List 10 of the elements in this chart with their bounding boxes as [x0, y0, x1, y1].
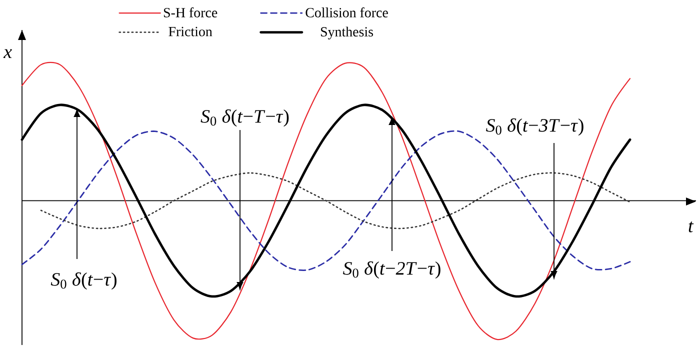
annotation: S$_{0}$ δ(t−τ)	[50, 272, 116, 290]
legend-label: Collision force	[306, 7, 388, 18]
x-axis-title: t	[688, 221, 694, 232]
legend-label: Synthesis	[320, 26, 374, 40]
legend-label: S-H force	[164, 7, 218, 18]
text: S$_{0}$ δ(t−T−τ)	[200, 109, 289, 127]
y-axis-title: x	[3, 49, 12, 58]
text: S$_{0}$ δ(t−2T−τ)	[343, 261, 440, 279]
text: S$_{0}$ δ(t−3T−τ)	[486, 118, 584, 136]
legend-label: Friction	[168, 26, 212, 36]
